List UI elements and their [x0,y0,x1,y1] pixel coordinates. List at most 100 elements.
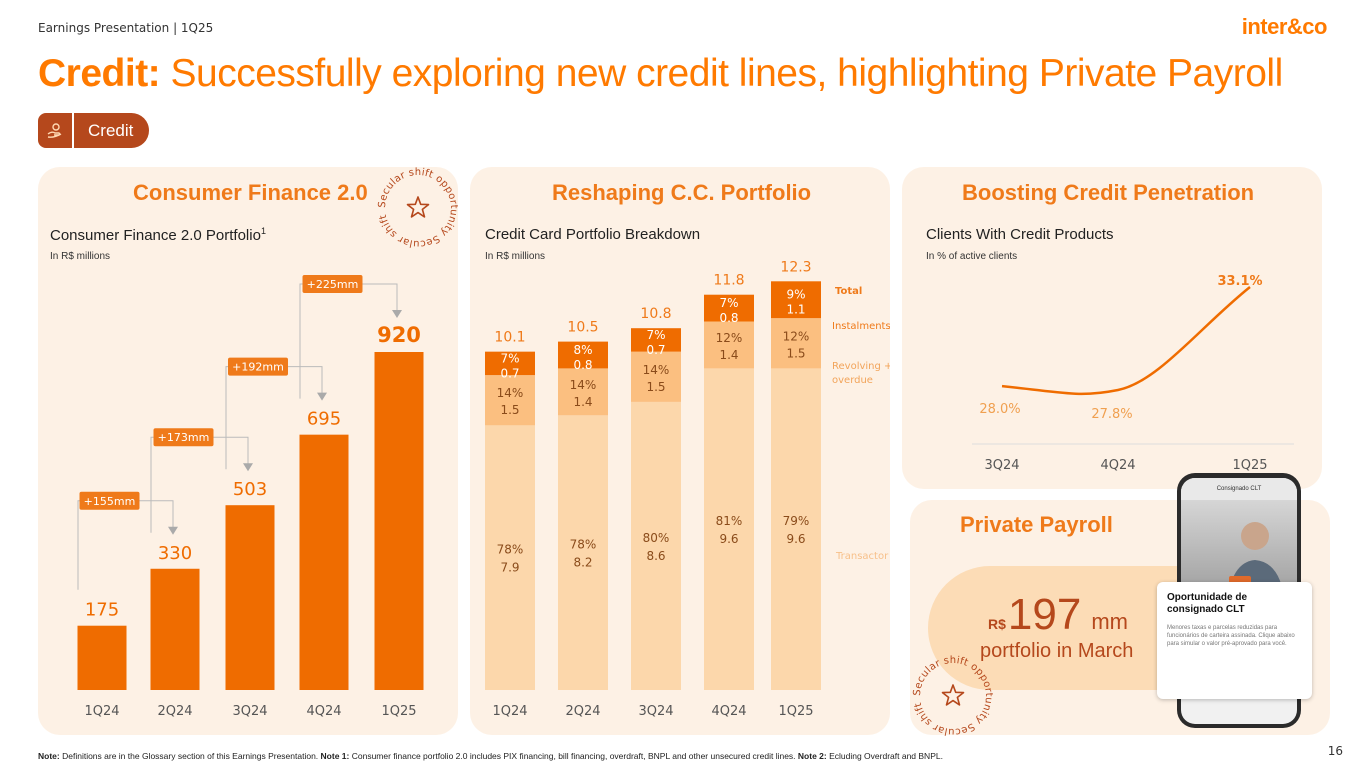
page-number: 16 [1327,744,1343,758]
seg-value-label: 8.2 [573,556,592,570]
seg-revolvingoverdue-1Q24 [485,375,535,426]
star-icon [941,684,965,706]
seg-value-label: 0.8 [573,358,592,372]
payroll-title: Private Payroll [960,512,1113,537]
seg-revolvingoverdue-3Q24 [631,351,681,402]
seg-value-label: 7.9 [500,561,519,575]
offer-card-title: Oportunidade de consignado CLT [1167,592,1247,615]
seg-instalments-3Q24 [631,328,681,352]
seg-revolvingoverdue-2Q24 [558,368,608,416]
x-tick-label: 2Q24 [157,704,192,719]
inter-co-logo: inter&co [1241,14,1328,39]
delta-badge [79,491,140,510]
bar-3Q24 [225,505,275,690]
seg-share-label: 12% [716,331,743,345]
footnote-note1-label: Note 1: [320,751,350,761]
total-label: 11.8 [713,273,744,289]
seg-instalments-1Q24 [485,351,535,376]
legend-instalments: Instalments [832,321,890,332]
payroll-value: 197 [1007,590,1082,639]
x-tick-label: 1Q24 [492,704,527,719]
seg-share-label: 78% [497,543,524,557]
seg-instalments-2Q24 [558,341,608,369]
offer-card-body: Menores taxas e parcelas reduzidas para … [1167,625,1295,647]
page-title-rest: Successfully exploring new credit lines,… [160,52,1284,95]
payroll-amount: R$ 197 mm [988,590,1128,640]
seg-share-label: 14% [570,378,597,392]
delta-label: +155mm [84,495,136,508]
data-label: 28.0% [979,402,1020,417]
bar-value-label: 920 [377,323,421,347]
legend-revolving-line2: overdue [832,375,873,386]
x-tick-label: 2Q24 [565,704,600,719]
bar-1Q24 [77,625,127,690]
seg-share-label: 9% [786,288,805,302]
delta-label: +192mm [232,361,284,374]
x-tick-label: 3Q24 [638,704,673,719]
credit-tag-label: Credit [74,113,150,148]
payroll-highlight [928,566,1178,690]
seg-value-label: 0.8 [719,311,738,325]
seg-value-label: 8.6 [646,549,665,563]
seg-value-label: 9.6 [719,532,738,546]
consumer-finance-subtitle-text: Consumer Finance 2.0 Portfolio [50,227,261,244]
seg-value-label: 0.7 [500,366,519,380]
legend-total: Total [835,286,862,297]
footnote-note2-label: Note 2: [797,751,827,761]
x-tick-label: 3Q24 [984,458,1019,473]
x-tick-label: 4Q24 [1100,458,1135,473]
bar-value-label: 330 [158,543,192,564]
seg-share-label: 8% [573,343,592,357]
seg-transactor-1Q24 [485,425,535,690]
bar-value-label: 695 [307,409,341,430]
footnote-note2-text: Ecluding Overdraft and BNPL. [826,751,943,761]
legend-transactor: Transactor [835,551,889,562]
seg-share-label: 12% [783,329,810,343]
seg-value-label: 1.4 [573,395,592,409]
total-label: 10.1 [494,330,525,346]
seg-value-label: 1.5 [786,346,805,360]
footnote-note-label: Note: [38,751,60,761]
x-tick-label: 3Q24 [232,704,267,719]
consumer-finance-unit: In R$ millions [50,251,111,262]
delta-label: +173mm [158,431,210,444]
seg-share-label: 79% [783,514,810,528]
seg-share-label: 14% [497,386,524,400]
seg-value-label: 0.7 [646,343,665,357]
x-tick-label: 1Q25 [1232,458,1267,473]
x-tick-label: 1Q25 [778,704,813,719]
delta-arrow-icon [168,526,178,535]
penetration-unit: In % of active clients [926,251,1018,262]
delta-badge [302,275,363,293]
seg-value-label: 1.1 [786,303,805,317]
credit-card-chart: 78%7.914%1.57%0.710.11Q2478%8.214%1.48%0… [485,259,890,719]
data-label: 33.1% [1217,274,1262,289]
page-title-bold: Credit: [38,52,161,95]
payroll-currency: R$ [988,616,1006,632]
x-tick-label: 1Q24 [84,704,119,719]
bar-value-label: 175 [85,600,119,621]
seg-value-label: 9.6 [786,532,805,546]
seg-revolvingoverdue-1Q25 [771,318,821,369]
series-line [1001,286,1251,396]
bar-2Q24 [150,568,200,690]
bar-value-label: 503 [233,479,267,500]
penetration-title: Boosting Credit Penetration [962,180,1255,205]
seg-value-label: 1.4 [719,348,738,362]
seg-instalments-1Q25 [771,281,821,319]
seg-share-label: 7% [719,296,738,310]
delta-arrow-icon [392,310,402,318]
phone-header: Consignado CLT [1181,478,1297,500]
seg-share-label: 80% [643,531,670,545]
seg-value-label: 1.5 [646,380,665,394]
payroll-offer-card: Oportunidade de consignado CLT Menores t… [1157,582,1312,699]
seg-value-label: 1.5 [500,403,519,417]
delta-arrow-icon [243,463,253,472]
seg-transactor-3Q24 [631,401,681,690]
footnote-note-text: Definitions are in the Glossary section … [59,751,321,761]
secular-shift-badge-2: Secular shift opportunity Secular shift … [905,648,994,737]
data-label: 27.8% [1091,407,1132,422]
delta-badge [228,357,288,376]
footnote-ref: 1 [260,226,266,236]
bar-4Q24 [299,434,349,690]
